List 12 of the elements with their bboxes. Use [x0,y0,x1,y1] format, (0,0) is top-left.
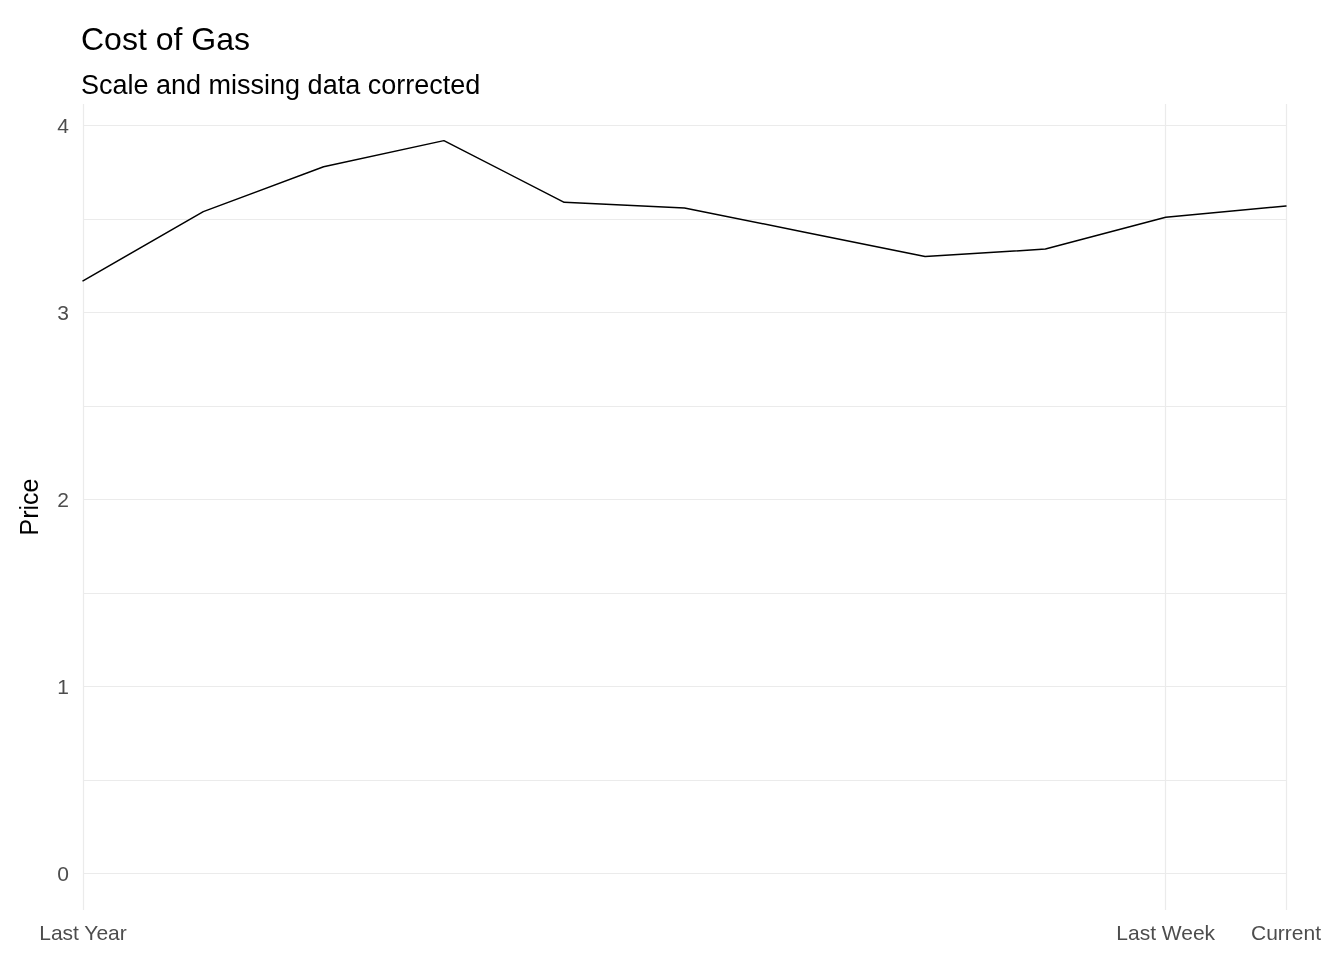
y-tick-label: 3 [57,301,69,325]
x-tick-label: Last Week [1116,921,1216,944]
y-tick-label: 0 [57,861,69,885]
y-tick-label: 1 [57,674,69,698]
y-axis-title: Price [14,478,43,536]
chart-subtitle: Scale and missing data corrected [81,69,481,100]
line-series [82,139,1287,282]
y-tick-label: 4 [57,114,70,138]
y-tick-label: 2 [57,488,69,512]
x-tick-label: Current [1250,921,1322,944]
chart-title: Cost of Gas [81,21,250,57]
x-tick-label: Last Year [39,921,127,944]
